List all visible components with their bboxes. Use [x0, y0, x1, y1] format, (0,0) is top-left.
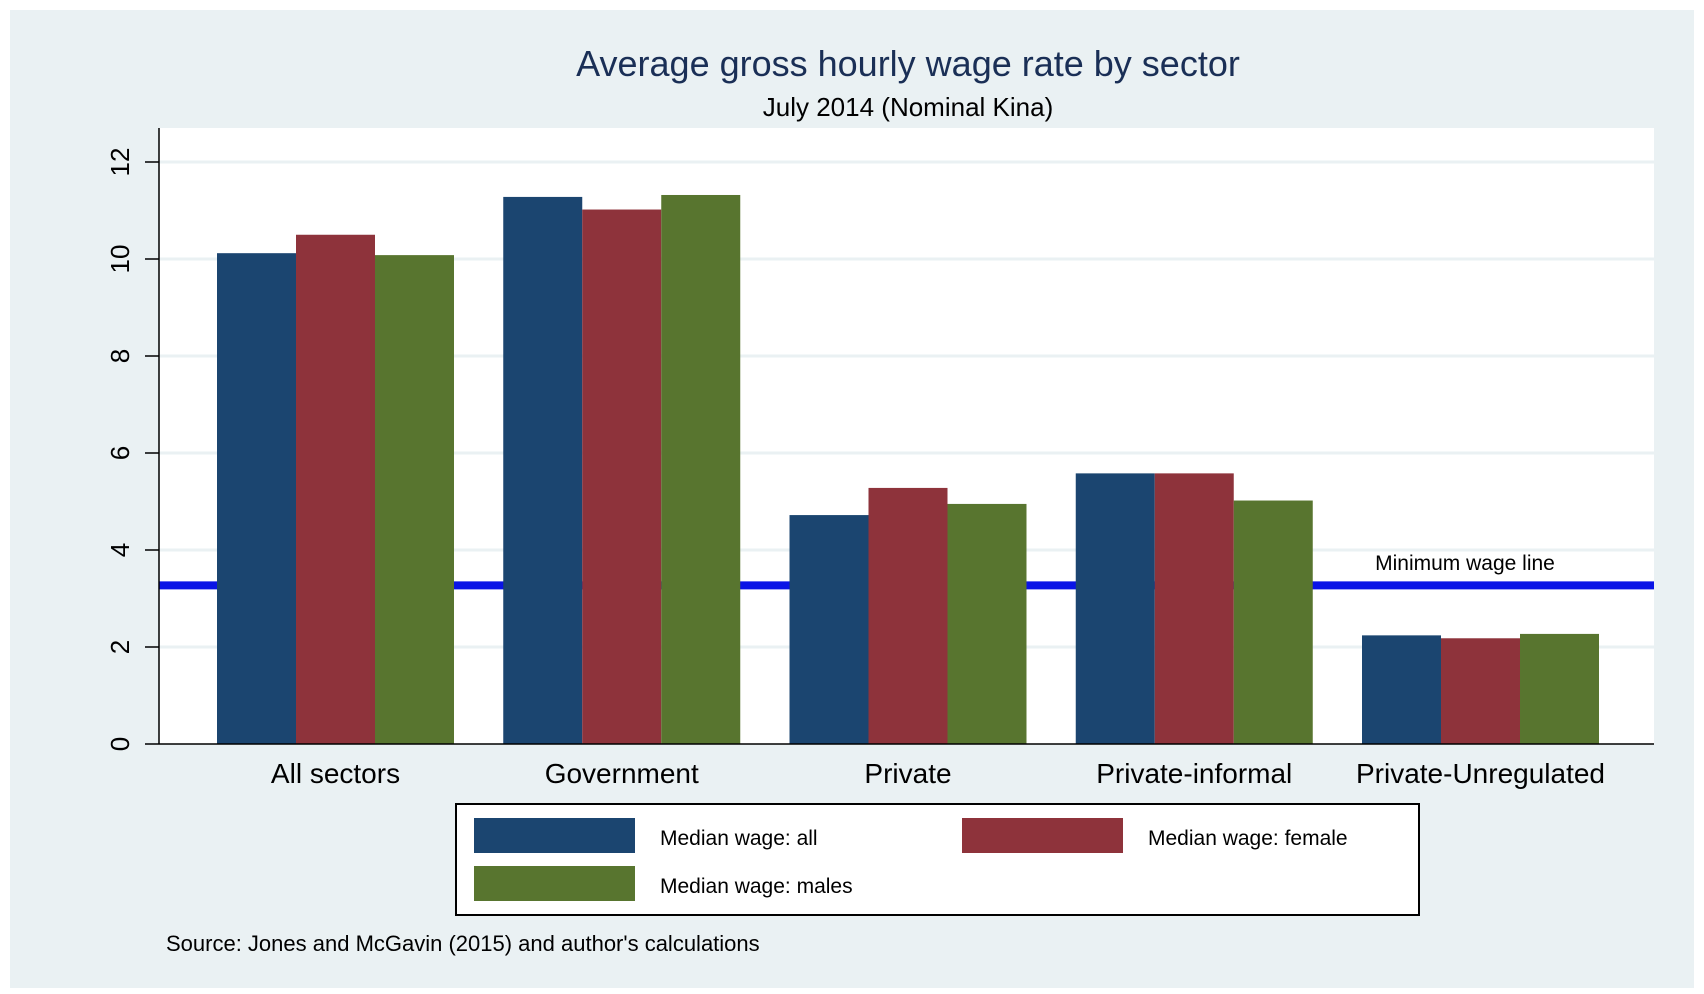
x-tick-label-4: Private-Unregulated [1356, 758, 1605, 789]
y-tick-label-12: 12 [105, 148, 135, 177]
x-tick-label-1: Government [545, 758, 699, 789]
bar-4-1 [1441, 638, 1520, 744]
bar-2-1 [868, 487, 948, 744]
bar-1-0 [503, 196, 583, 745]
minimum-wage-label: Minimum wage line [1375, 552, 1555, 575]
chart-title: Average gross hourly wage rate by sector [576, 43, 1240, 84]
legend-swatch-2 [474, 866, 635, 901]
bar-3-1 [1154, 473, 1234, 744]
y-tick-label-2: 2 [105, 640, 135, 654]
bar-0-0 [217, 253, 296, 744]
legend: Median wage: all Median wage: female Media… [455, 803, 1420, 916]
legend-swatch-1 [962, 818, 1123, 853]
chart-subtitle: July 2014 (Nominal Kina) [763, 92, 1053, 122]
legend-swatch-0 [474, 818, 635, 853]
axes: 0 2 4 6 8 10 12 All sectors Government Private Pri… [105, 128, 1654, 789]
bar-0-1 [296, 234, 375, 744]
bar-2-2 [947, 503, 1027, 744]
legend-label-1: Median wage: female [1148, 827, 1348, 850]
y-tick-label-10: 10 [105, 245, 135, 274]
legend-label-0: Median wage: all [660, 827, 818, 850]
bar-3-0 [1075, 473, 1155, 744]
bar-2-0 [789, 515, 869, 744]
source-note: Source: Jones and McGavin (2015) and aut… [166, 931, 760, 956]
y-tick-label-8: 8 [105, 349, 135, 363]
bar-0-2 [375, 255, 454, 744]
bar-4-2 [1520, 633, 1599, 744]
bar-3-2 [1233, 500, 1313, 744]
bars [217, 194, 1599, 745]
bar-1-1 [582, 209, 662, 744]
y-tick-label-0: 0 [105, 737, 135, 751]
y-tick-label-4: 4 [105, 543, 135, 557]
x-tick-label-3: Private-informal [1096, 758, 1292, 789]
x-tick-label-0: All sectors [271, 758, 400, 789]
y-tick-label-6: 6 [105, 446, 135, 460]
bar-4-0 [1362, 635, 1441, 744]
x-tick-label-2: Private [864, 758, 951, 789]
bar-1-2 [661, 194, 741, 745]
legend-label-2: Median wage: males [660, 875, 853, 898]
